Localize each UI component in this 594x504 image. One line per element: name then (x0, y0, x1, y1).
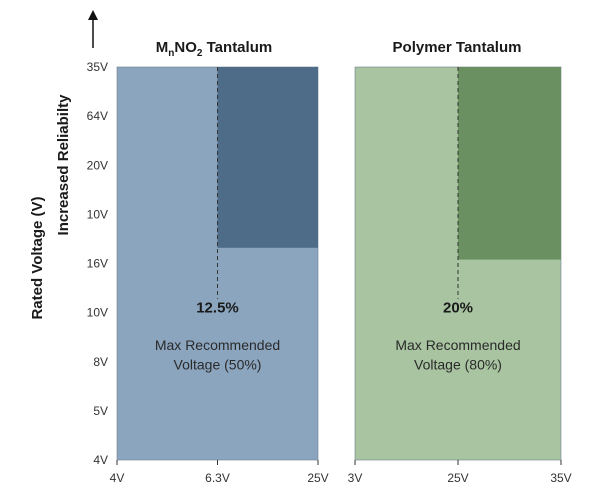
x-tick-label: 35V (550, 471, 571, 485)
panel-1-note-line-2: Voltage (50%) (174, 357, 262, 373)
y-tick-label: 5V (93, 404, 108, 418)
y-tick-label: 20V (87, 158, 108, 172)
panel-2-highlight (458, 67, 561, 260)
x-tick-label: 25V (447, 471, 468, 485)
x-tick-label: 3V (348, 471, 363, 485)
panel-1-percent-label: 12.5% (196, 300, 239, 317)
y-tick-label: 35V (87, 60, 108, 74)
panel-1-note-line-1: Max Recommended (155, 337, 280, 353)
x-tick-label: 6.3V (205, 471, 230, 485)
panel-2-title: Polymer Tantalum (393, 39, 522, 56)
y-tick-label: 10V (87, 207, 108, 221)
panel-2-note-line-1: Max Recommended (395, 337, 520, 353)
reliability-axis-label: Increased Reliabilty (55, 94, 72, 236)
panel-1-highlight (217, 67, 318, 248)
increase-arrow-icon (88, 10, 98, 48)
x-tick-label: 25V (307, 471, 328, 485)
y-tick-label: 4V (93, 453, 108, 467)
panel-1-title: MnNO2 Tantalum (156, 39, 272, 59)
x-tick-label: 4V (110, 471, 125, 485)
panel-2-percent-label: 20% (443, 300, 473, 317)
panel-2-note-line-2: Voltage (80%) (414, 357, 502, 373)
y-tick-label: 8V (93, 355, 108, 369)
y-axis-label: Rated Voltage (V) (29, 196, 46, 319)
y-tick-label: 64V (87, 109, 108, 123)
y-tick-label: 10V (87, 306, 108, 320)
y-tick-label: 16V (87, 257, 108, 271)
